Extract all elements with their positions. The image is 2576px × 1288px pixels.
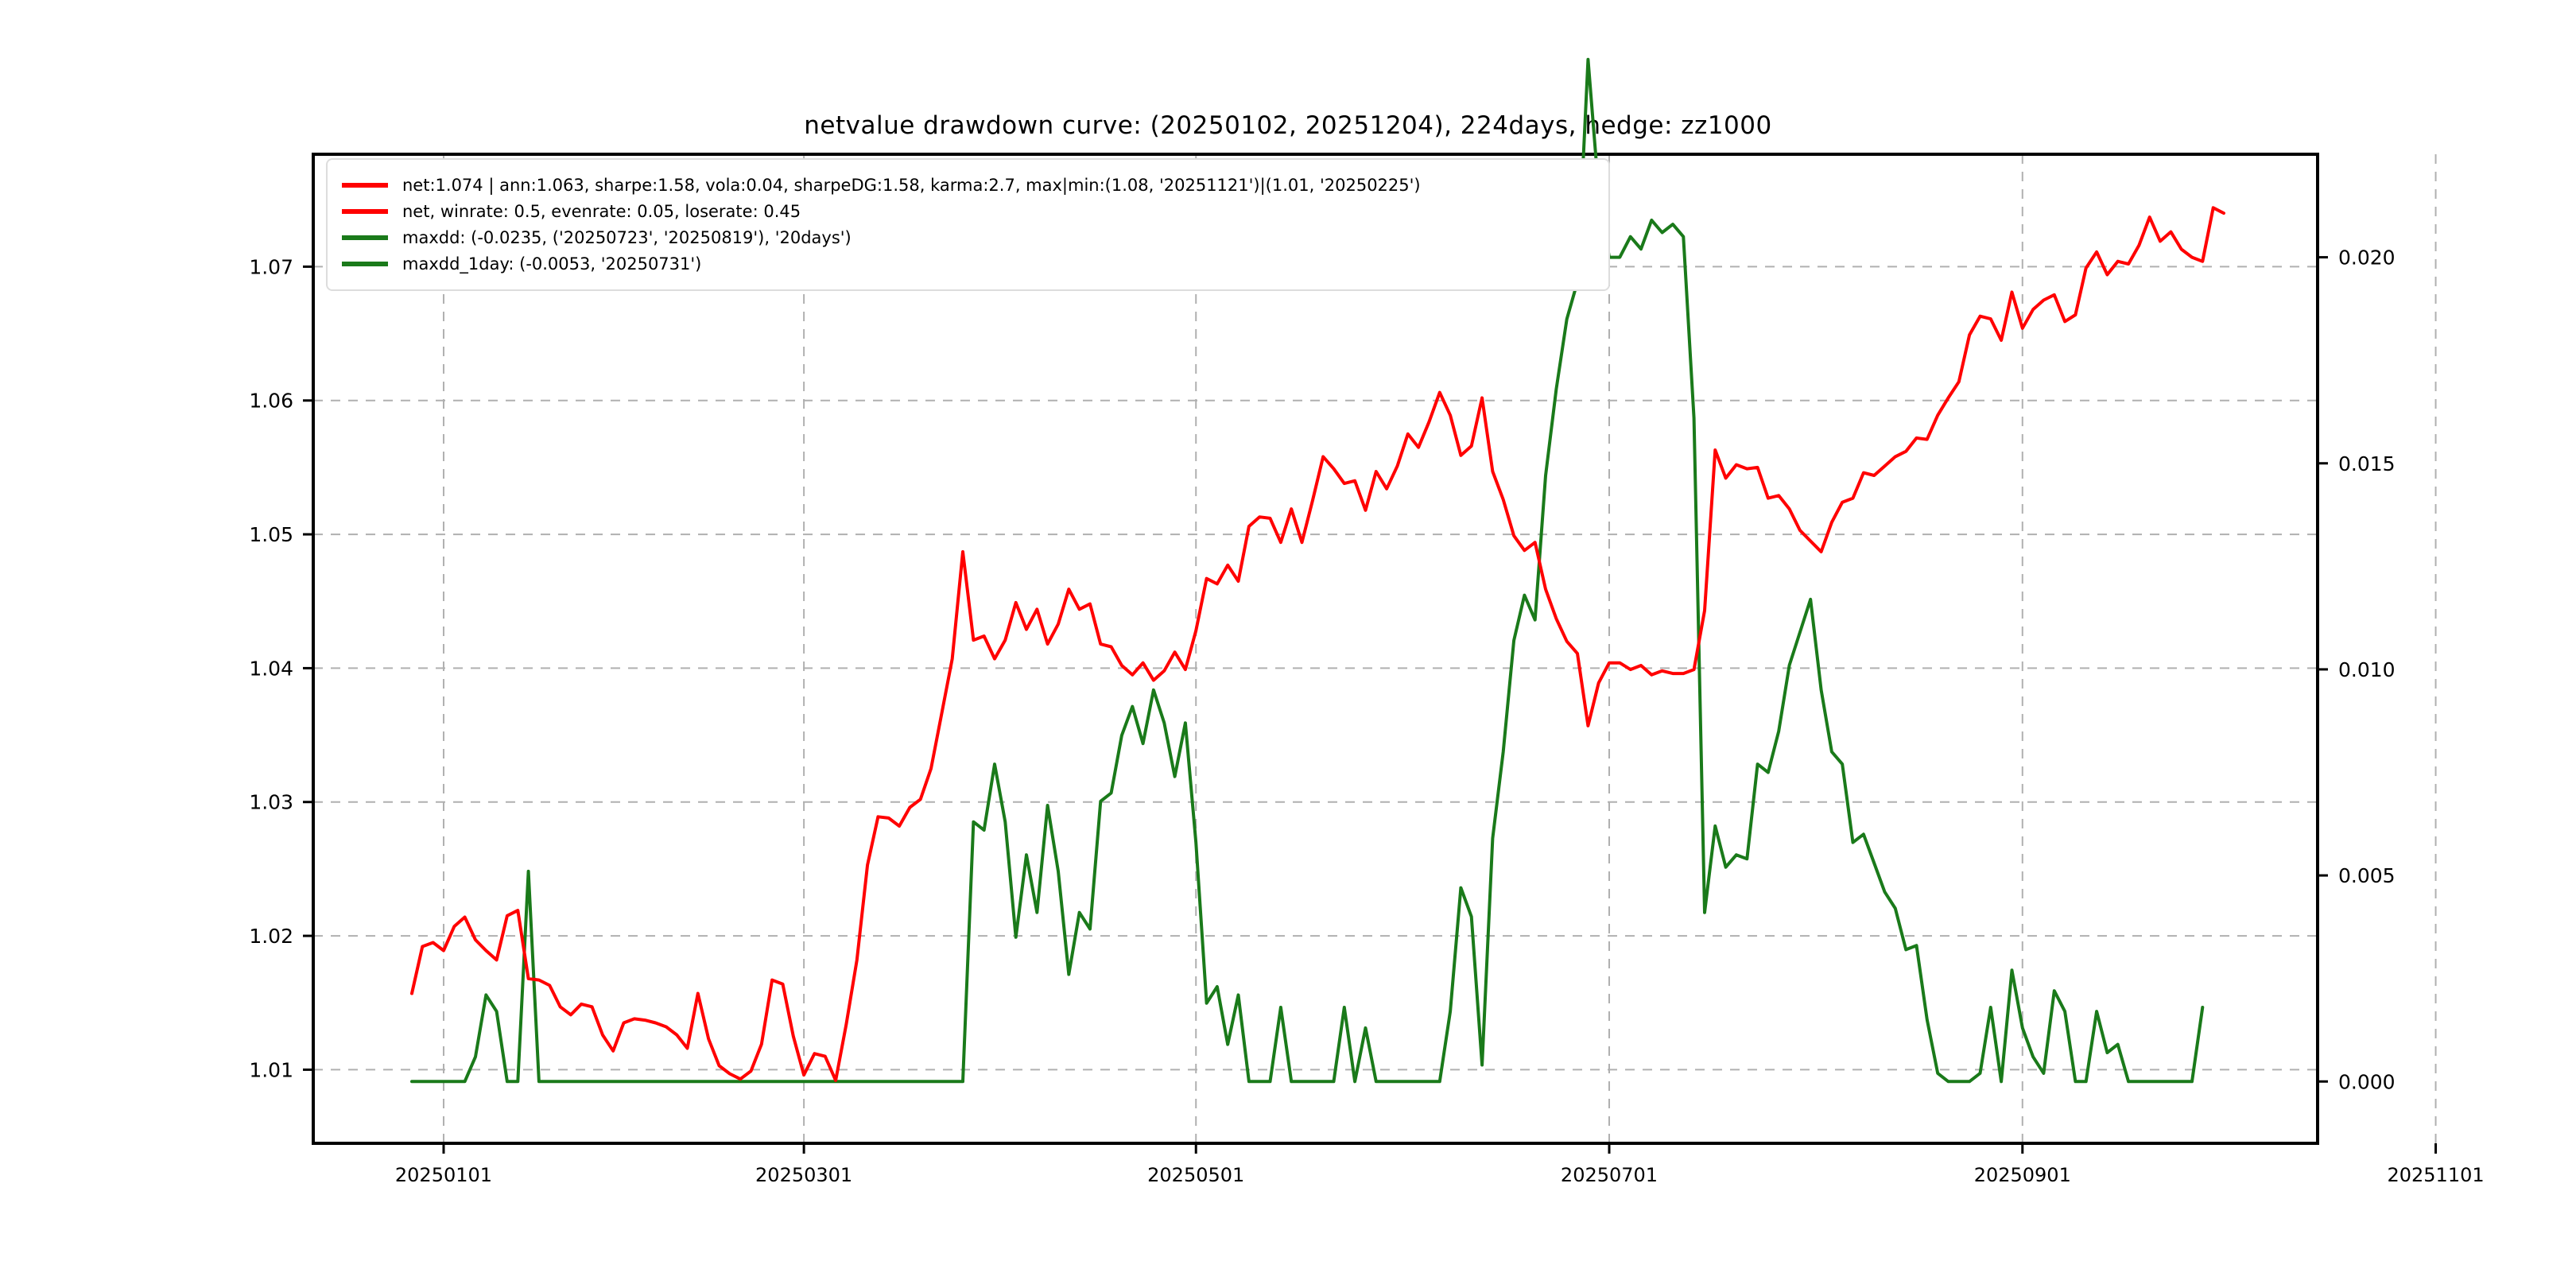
y-left-tick-label: 1.05 [249,523,293,546]
y-left-tick-label: 1.06 [249,390,293,413]
legend-item-maxdd: maxdd: (-0.0235, ('20250723', '20250819'… [342,226,1591,250]
y-axis-right-ticks: 0.000 0.005 0.010 0.015 0.020 [2318,246,2396,1093]
chart-title: netvalue drawdown curve: (20250102, 2025… [804,111,1772,140]
legend-item-maxdd-1day: maxdd_1day: (-0.0053, '20250731') [342,252,1591,276]
series-line-net [410,206,2225,1082]
y-left-tick-label: 1.03 [249,791,293,814]
legend-swatch-maxdd [342,235,388,240]
y-right-tick-label: 0.015 [2338,452,2396,475]
x-axis-ticks: 20250101 20250301 20250501 20250701 20250901… [395,1143,2485,1186]
y-left-tick-label: 1.07 [249,255,293,278]
grid-lines [313,154,2437,1143]
y-left-tick-label: 1.01 [249,1058,293,1081]
y-axis-left-ticks: 1.01 1.02 1.03 1.04 1.05 1.06 1.07 [249,255,313,1081]
x-tick-label: 20250501 [1147,1164,1244,1186]
legend-label-maxdd-1day: maxdd_1day: (-0.0053, '20250731') [402,254,702,274]
legend-label-net-stats: net:1.074 | ann:1.063, sharpe:1.58, vola… [402,176,1421,195]
axis-frame [312,153,2319,1145]
x-tick-label: 20250901 [1974,1164,2071,1186]
legend-swatch-net-rates [342,209,388,214]
y-left-tick-label: 1.02 [249,925,293,948]
series-lines [410,57,2225,1084]
y-right-tick-label: 0.000 [2338,1070,2396,1093]
series-line-maxdd [410,57,2205,1084]
legend-swatch-maxdd-1day [342,262,388,266]
x-tick-label: 20250701 [1561,1164,1658,1186]
legend: net:1.074 | ann:1.063, sharpe:1.58, vola… [326,158,1610,291]
legend-label-net-rates: net, winrate: 0.5, evenrate: 0.05, loser… [402,202,801,221]
legend-label-maxdd: maxdd: (-0.0235, ('20250723', '20250819'… [402,228,852,247]
legend-item-net-stats: net:1.074 | ann:1.063, sharpe:1.58, vola… [342,173,1591,197]
legend-item-net-rates: net, winrate: 0.5, evenrate: 0.05, loser… [342,200,1591,223]
x-tick-label: 20251101 [2387,1164,2484,1186]
y-left-tick-label: 1.04 [249,657,293,680]
x-tick-label: 20250101 [395,1164,492,1186]
y-right-tick-label: 0.010 [2338,658,2396,681]
y-right-tick-label: 0.005 [2338,864,2396,887]
x-tick-label: 20250301 [755,1164,852,1186]
y-right-tick-label: 0.020 [2338,246,2396,270]
legend-swatch-net-stats [342,183,388,188]
